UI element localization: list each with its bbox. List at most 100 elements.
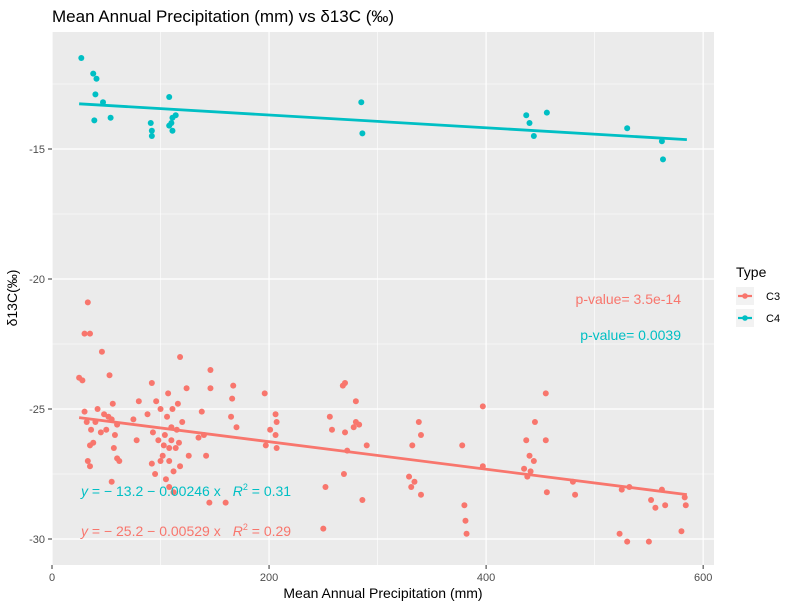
data-point-c3 xyxy=(175,439,182,446)
y-tick-label: -20 xyxy=(29,274,45,286)
x-tick-label: 600 xyxy=(694,572,712,584)
data-point-c4 xyxy=(359,130,366,137)
x-tick-label: 0 xyxy=(49,572,55,584)
data-point-c4 xyxy=(543,109,550,116)
data-point-c4 xyxy=(169,127,176,134)
data-point-c3 xyxy=(459,442,466,449)
data-point-c3 xyxy=(616,530,623,537)
data-point-c3 xyxy=(624,538,631,545)
data-point-c3 xyxy=(148,460,155,467)
data-point-c3 xyxy=(173,426,180,433)
data-point-c3 xyxy=(79,377,86,384)
data-point-c3 xyxy=(411,478,418,485)
data-point-c3 xyxy=(179,419,186,425)
equation-c3-r: R xyxy=(233,523,243,539)
data-point-c3 xyxy=(542,437,549,444)
data-point-c3 xyxy=(523,437,530,444)
data-point-c3 xyxy=(479,403,486,410)
data-point-c3 xyxy=(527,468,534,475)
data-point-c3 xyxy=(135,398,142,405)
x-axis-ticks: 0 200 400 600 xyxy=(49,565,712,584)
data-point-c3 xyxy=(350,424,357,431)
data-point-c3 xyxy=(645,538,652,545)
x-tick-label: 200 xyxy=(260,572,278,584)
data-point-c3 xyxy=(320,525,327,532)
data-point-c3 xyxy=(148,380,155,386)
data-point-c4 xyxy=(90,70,97,77)
data-point-c3 xyxy=(229,395,236,402)
data-point-c3 xyxy=(114,421,121,428)
equation-c3-rhs: = − 25.2 − 0.00529 x xyxy=(88,523,221,539)
equation-c4-y: y xyxy=(80,483,89,499)
data-point-c3 xyxy=(159,452,166,459)
data-point-c3 xyxy=(111,432,118,438)
data-point-c3 xyxy=(648,497,655,503)
data-point-c3 xyxy=(569,478,576,485)
data-point-c4 xyxy=(624,125,631,132)
data-point-c4 xyxy=(107,114,114,121)
data-point-c3 xyxy=(356,421,363,428)
data-point-c3 xyxy=(101,411,108,418)
data-point-c3 xyxy=(166,458,173,464)
data-point-c3 xyxy=(109,400,116,407)
data-points xyxy=(76,55,689,545)
data-point-c3 xyxy=(417,491,424,498)
data-point-c3 xyxy=(415,419,422,425)
data-point-c4 xyxy=(147,120,154,126)
data-point-c3 xyxy=(81,408,88,415)
data-point-c3 xyxy=(272,432,279,438)
data-point-c4 xyxy=(658,138,665,145)
data-point-c3 xyxy=(144,411,151,418)
data-point-c3 xyxy=(206,499,213,506)
minor-gridlines xyxy=(52,32,714,565)
data-point-c3 xyxy=(542,390,549,397)
data-point-c3 xyxy=(526,452,533,459)
data-point-c4 xyxy=(148,127,155,134)
y-axis-ticks: -15 -20 -25 -30 xyxy=(29,144,52,546)
equation-c4-r: R xyxy=(233,483,243,499)
data-point-c4 xyxy=(93,75,100,82)
plot-panel xyxy=(51,32,714,565)
data-point-c3 xyxy=(94,406,101,412)
data-point-c3 xyxy=(170,468,177,475)
data-point-c3 xyxy=(409,442,416,449)
data-point-c3 xyxy=(652,504,659,511)
data-point-c3 xyxy=(543,489,550,496)
data-point-c3 xyxy=(359,497,366,503)
data-point-c3 xyxy=(233,424,240,431)
equation-c4: y = − 13.2 − 0.00246 x R2 = 0.31 xyxy=(80,482,291,499)
data-point-c3 xyxy=(681,494,688,501)
data-point-c3 xyxy=(463,530,470,537)
data-point-c3 xyxy=(530,458,537,464)
data-point-c3 xyxy=(185,452,192,459)
data-point-c3 xyxy=(618,486,625,493)
data-point-c3 xyxy=(169,406,176,412)
data-point-c3 xyxy=(166,484,173,490)
data-point-c3 xyxy=(162,476,169,483)
x-tick-label: 400 xyxy=(477,572,495,584)
pvalue-c3: p-value= 3.5e-14 xyxy=(576,291,682,307)
data-point-c3 xyxy=(155,437,162,444)
y-tick-label: -25 xyxy=(29,404,45,416)
data-point-c3 xyxy=(149,429,156,436)
data-point-c3 xyxy=(168,437,175,444)
data-point-c3 xyxy=(352,398,359,405)
data-point-c3 xyxy=(207,385,214,392)
legend-title: Type xyxy=(736,264,767,280)
data-point-c3 xyxy=(195,434,202,441)
equation-c3: y = − 25.2 − 0.00529 x R2 = 0.29 xyxy=(80,522,291,539)
legend-label-c4: C4 xyxy=(766,313,780,325)
data-point-c3 xyxy=(222,499,229,506)
data-point-c3 xyxy=(108,416,115,423)
data-point-c3 xyxy=(152,471,159,477)
data-point-c3 xyxy=(273,419,280,425)
data-point-c3 xyxy=(103,426,110,433)
pvalue-c4: p-value= 0.0039 xyxy=(580,327,681,343)
data-point-c4 xyxy=(526,120,533,126)
data-point-c3 xyxy=(262,442,269,449)
data-point-c3 xyxy=(340,471,347,477)
data-point-c3 xyxy=(524,473,531,480)
data-point-c3 xyxy=(133,437,140,444)
data-point-c3 xyxy=(84,458,91,464)
